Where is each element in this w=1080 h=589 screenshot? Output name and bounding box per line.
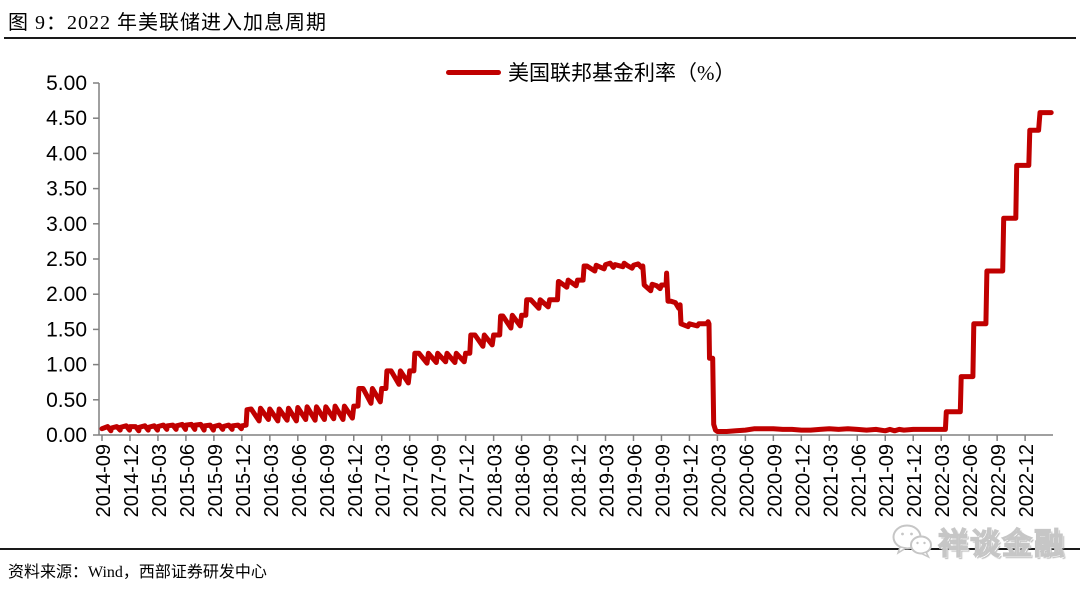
x-tick-label: 2018-03 [485, 444, 507, 517]
y-tick-label: 2.50 [46, 248, 87, 271]
x-tick-label: 2022-03 [932, 444, 954, 517]
y-tick-label: 3.50 [46, 178, 87, 201]
x-tick-label: 2016-09 [317, 444, 339, 517]
figure-title: 图 9：2022 年美联储进入加息周期 [8, 12, 327, 34]
x-tick-label: 2015-12 [233, 444, 255, 517]
x-tick-label: 2016-06 [289, 444, 311, 517]
y-tick-label: 5.00 [46, 72, 87, 95]
x-tick-label: 2021-09 [876, 444, 898, 517]
chart-legend: 美国联邦基金利率（%） [446, 57, 736, 87]
watermark: 祥谈金融 [890, 519, 1066, 563]
x-tick-label: 2017-12 [457, 444, 479, 517]
y-tick-label: 1.00 [46, 354, 87, 377]
y-tick-label: 0.00 [46, 424, 87, 447]
x-tick-label: 2019-03 [597, 444, 619, 517]
legend-line-swatch [446, 69, 501, 75]
x-tick-label: 2015-09 [205, 444, 227, 517]
x-tick-label: 2018-12 [569, 444, 591, 517]
x-tick-label: 2017-03 [373, 444, 395, 517]
x-tick-label: 2019-06 [624, 444, 646, 517]
y-tick-label: 2.00 [46, 283, 87, 306]
x-tick-label: 2022-09 [988, 444, 1010, 517]
x-tick-label: 2019-12 [680, 444, 702, 517]
x-tick-label: 2020-03 [708, 444, 730, 517]
x-tick-label: 2018-06 [513, 444, 535, 517]
watermark-text: 祥谈金融 [937, 527, 1066, 561]
x-tick-label: 2021-03 [820, 444, 842, 517]
bottom-divider [0, 548, 1080, 550]
fed-funds-rate-line [99, 110, 1054, 434]
y-tick-label: 4.50 [46, 107, 87, 130]
x-tick-label: 2021-12 [904, 444, 926, 517]
x-tick-label: 2022-12 [1016, 444, 1038, 517]
x-tick-label: 2014-12 [121, 444, 143, 517]
title-divider [4, 37, 1076, 39]
x-tick-label: 2018-09 [541, 444, 563, 517]
x-tick-label: 2017-06 [401, 444, 423, 517]
x-tick-label: 2015-06 [177, 444, 199, 517]
x-tick-label: 2016-12 [345, 444, 367, 517]
x-tick-label: 2019-09 [652, 444, 674, 517]
x-tick-label: 2014-09 [93, 444, 115, 517]
x-tick-label: 2020-12 [792, 444, 814, 517]
x-tick-label: 2016-03 [261, 444, 283, 517]
x-tick-label: 2017-09 [429, 444, 451, 517]
y-tick-label: 1.50 [46, 318, 87, 341]
wechat-icon [892, 524, 932, 559]
x-tick-label: 2022-06 [960, 444, 982, 517]
fed-funds-rate-chart: 0.00 0.50 1.00 1.50 2.00 2.50 3.00 3.50 4.00 4.50… [46, 72, 1054, 517]
y-tick-label: 3.00 [46, 213, 87, 236]
legend-label: 美国联邦基金利率（%） [508, 61, 736, 85]
x-tick-label: 2020-06 [736, 444, 758, 517]
x-tick-label: 2021-06 [848, 444, 870, 517]
y-tick-label: 4.00 [46, 142, 87, 165]
x-tick-label: 2015-03 [149, 444, 171, 517]
x-tick-label: 2020-09 [764, 444, 786, 517]
source-note: 资料来源：Wind，西部证券研发中心 [8, 564, 267, 581]
y-tick-label: 0.50 [46, 389, 87, 412]
